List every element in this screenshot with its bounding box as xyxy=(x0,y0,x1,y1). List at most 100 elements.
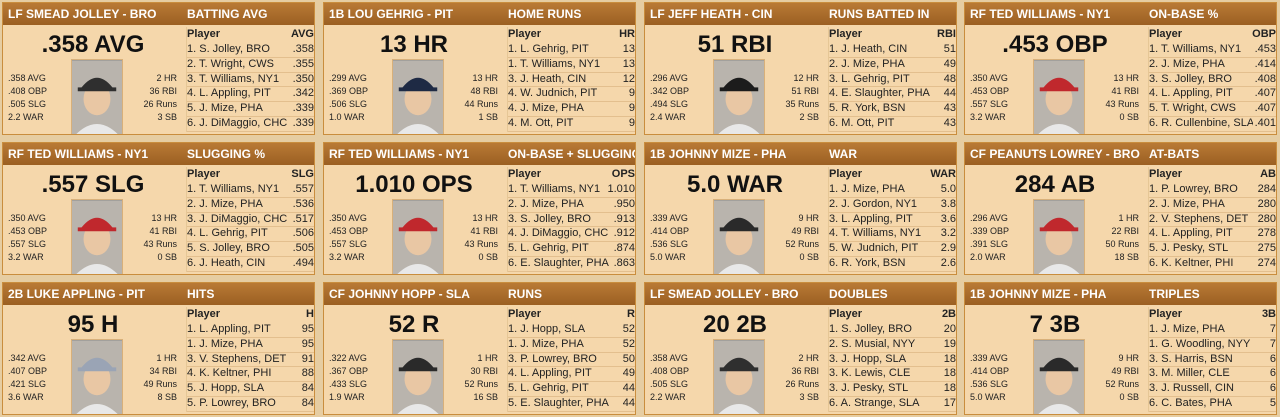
leader-row[interactable]: 5. L. Gehrig, PIT 44 xyxy=(508,382,635,397)
card-player-title[interactable]: RF TED WILLIAMS - NY1 xyxy=(329,147,469,161)
card-player-title[interactable]: RF TED WILLIAMS - NY1 xyxy=(970,7,1110,21)
leader-row[interactable]: 6. M. Ott, PIT 43 xyxy=(829,116,956,132)
leader-row[interactable]: 2. T. Wright, CWS .355 xyxy=(187,57,314,73)
leader-row[interactable]: 2. J. Mize, PHA .950 xyxy=(508,197,635,213)
leader-row[interactable]: 2. S. Musial, NYY 19 xyxy=(829,337,956,353)
leader-row[interactable]: 1. L. Gehrig, PIT 13 xyxy=(508,43,635,58)
player-photo[interactable] xyxy=(392,199,444,274)
leader-row[interactable]: 6. K. Keltner, PHI 274 xyxy=(1149,256,1276,272)
leader-card[interactable]: RF TED WILLIAMS - NY1 ON-BASE + SLUGGING… xyxy=(323,142,636,275)
leader-row[interactable]: 4. E. Slaughter, PHA 44 xyxy=(829,87,956,102)
player-column-header[interactable]: Player xyxy=(1149,168,1183,180)
player-photo[interactable] xyxy=(713,59,765,134)
leader-row[interactable]: 4. L. Appling, PIT .407 xyxy=(1149,87,1276,102)
player-photo[interactable] xyxy=(71,339,123,414)
leader-row[interactable]: 4. W. Judnich, PIT 9 xyxy=(508,87,635,102)
stat-column-header[interactable]: AVG xyxy=(288,28,314,40)
leader-row[interactable]: 1. S. Jolley, BRO .358 xyxy=(187,43,314,58)
leader-row[interactable]: 3. S. Jolley, BRO .408 xyxy=(1149,72,1276,88)
leader-row[interactable]: 2. J. Mize, PHA .414 xyxy=(1149,57,1276,73)
leader-row[interactable]: 1. P. Lowrey, BRO 284 xyxy=(1149,183,1276,198)
stat-column-header[interactable]: 2B xyxy=(939,308,956,320)
leader-row[interactable]: 3. L. Appling, PIT 3.6 xyxy=(829,212,956,228)
leader-card[interactable]: LF SMEAD JOLLEY - BRO BATTING AVG .358 A… xyxy=(2,2,315,135)
leader-row[interactable]: 1. J. Heath, CIN 51 xyxy=(829,43,956,58)
leader-row[interactable]: 2. J. Mize, PHA .536 xyxy=(187,197,314,213)
player-column-header[interactable]: Player xyxy=(508,308,542,320)
leader-row[interactable]: 2. J. Mize, PHA 49 xyxy=(829,57,956,73)
leader-row[interactable]: 5. E. Slaughter, PHA 44 xyxy=(508,396,635,412)
leader-row[interactable]: 3. J. Russell, CIN 6 xyxy=(1149,382,1276,397)
leader-row[interactable]: 5. T. Wright, CWS .407 xyxy=(1149,102,1276,117)
leader-row[interactable]: 1. T. Williams, NY1 1.010 xyxy=(508,183,635,198)
leader-row[interactable]: 4. K. Keltner, PHI 88 xyxy=(187,367,314,382)
leader-row[interactable]: 1. J. Mize, PHA 7 xyxy=(1149,323,1276,338)
leader-row[interactable]: 4. J. Mize, PHA 9 xyxy=(508,102,635,117)
leader-row[interactable]: 1. J. Mize, PHA 95 xyxy=(187,337,314,353)
leader-row[interactable]: 3. J. Pesky, STL 18 xyxy=(829,382,956,397)
card-player-title[interactable]: LF JEFF HEATH - CIN xyxy=(650,7,773,21)
leader-row[interactable]: 4. L. Gehrig, PIT .506 xyxy=(187,227,314,242)
stat-column-header[interactable]: WAR xyxy=(928,168,956,180)
player-column-header[interactable]: Player xyxy=(508,168,542,180)
leader-row[interactable]: 1. S. Jolley, BRO 20 xyxy=(829,323,956,338)
leader-card[interactable]: 2B LUKE APPLING - PIT HITS 95 H .342 AVG… xyxy=(2,282,315,415)
card-player-title[interactable]: 2B LUKE APPLING - PIT xyxy=(8,287,145,301)
leader-row[interactable]: 1. T. Williams, NY1 13 xyxy=(508,57,635,73)
leader-row[interactable]: 2. V. Stephens, DET 280 xyxy=(1149,212,1276,228)
leader-row[interactable]: 4. T. Williams, NY1 3.2 xyxy=(829,227,956,242)
player-photo[interactable] xyxy=(1033,199,1085,274)
leader-row[interactable]: 5. R. York, BSN 43 xyxy=(829,102,956,117)
leader-row[interactable]: 3. K. Lewis, CLE 18 xyxy=(829,367,956,382)
leader-row[interactable]: 1. G. Woodling, NYY 7 xyxy=(1149,337,1276,353)
player-photo[interactable] xyxy=(1033,59,1085,134)
leader-row[interactable]: 1. L. Appling, PIT 95 xyxy=(187,323,314,338)
leader-row[interactable]: 5. W. Judnich, PIT 2.9 xyxy=(829,242,956,257)
stat-column-header[interactable]: R xyxy=(625,308,635,320)
player-photo[interactable] xyxy=(392,339,444,414)
player-column-header[interactable]: Player xyxy=(187,308,221,320)
player-column-header[interactable]: Player xyxy=(508,28,542,40)
player-photo[interactable] xyxy=(713,199,765,274)
player-column-header[interactable]: Player xyxy=(829,28,863,40)
leader-row[interactable]: 3. P. Lowrey, BRO 50 xyxy=(508,352,635,368)
leader-row[interactable]: 6. A. Strange, SLA 17 xyxy=(829,396,956,412)
leader-row[interactable]: 3. J. Heath, CIN 12 xyxy=(508,72,635,88)
leader-row[interactable]: 3. M. Miller, CLE 6 xyxy=(1149,367,1276,382)
leader-row[interactable]: 4. M. Ott, PIT 9 xyxy=(508,116,635,132)
leader-row[interactable]: 1. J. Mize, PHA 5.0 xyxy=(829,183,956,198)
leader-row[interactable]: 5. J. Mize, PHA .339 xyxy=(187,102,314,117)
leader-row[interactable]: 4. L. Appling, PIT 278 xyxy=(1149,227,1276,242)
player-column-header[interactable]: Player xyxy=(1149,308,1183,320)
leader-row[interactable]: 5. L. Gehrig, PIT .874 xyxy=(508,242,635,257)
stat-column-header[interactable]: OPS xyxy=(609,168,635,180)
leader-row[interactable]: 6. E. Slaughter, PHA .863 xyxy=(508,256,635,272)
leader-row[interactable]: 1. J. Mize, PHA 52 xyxy=(508,337,635,353)
leader-row[interactable]: 5. J. Hopp, SLA 84 xyxy=(187,382,314,397)
player-column-header[interactable]: Player xyxy=(1149,28,1183,40)
leader-card[interactable]: 1B JOHNNY MIZE - PHA WAR 5.0 WAR .339 AV… xyxy=(644,142,957,275)
card-player-title[interactable]: 1B JOHNNY MIZE - PHA xyxy=(650,147,787,161)
leader-row[interactable]: 5. S. Jolley, BRO .505 xyxy=(187,242,314,257)
leader-row[interactable]: 5. J. Pesky, STL 275 xyxy=(1149,242,1276,257)
stat-column-header[interactable]: RBI xyxy=(935,28,956,40)
leader-row[interactable]: 1. T. Williams, NY1 .557 xyxy=(187,183,314,198)
leader-row[interactable]: 3. S. Harris, BSN 6 xyxy=(1149,352,1276,368)
leader-row[interactable]: 6. C. Bates, PHA 5 xyxy=(1149,396,1276,412)
leader-card[interactable]: 1B JOHNNY MIZE - PHA TRIPLES 7 3B .339 A… xyxy=(964,282,1277,415)
leader-row[interactable]: 4. L. Appling, PIT .342 xyxy=(187,87,314,102)
leader-row[interactable]: 1. J. Hopp, SLA 52 xyxy=(508,323,635,338)
leader-card[interactable]: LF SMEAD JOLLEY - BRO DOUBLES 20 2B .358… xyxy=(644,282,957,415)
card-player-title[interactable]: 1B JOHNNY MIZE - PHA xyxy=(970,287,1107,301)
leader-row[interactable]: 6. R. Cullenbine, SLA .401 xyxy=(1149,116,1276,132)
player-column-header[interactable]: Player xyxy=(829,308,863,320)
leader-row[interactable]: 3. J. Hopp, SLA 18 xyxy=(829,352,956,368)
player-column-header[interactable]: Player xyxy=(829,168,863,180)
player-photo[interactable] xyxy=(392,59,444,134)
player-photo[interactable] xyxy=(71,59,123,134)
leader-row[interactable]: 3. T. Williams, NY1 .350 xyxy=(187,72,314,88)
leader-row[interactable]: 3. L. Gehrig, PIT 48 xyxy=(829,72,956,88)
leader-row[interactable]: 3. V. Stephens, DET 91 xyxy=(187,352,314,368)
leader-card[interactable]: LF JEFF HEATH - CIN RUNS BATTED IN 51 RB… xyxy=(644,2,957,135)
stat-column-header[interactable]: SLG xyxy=(289,168,314,180)
